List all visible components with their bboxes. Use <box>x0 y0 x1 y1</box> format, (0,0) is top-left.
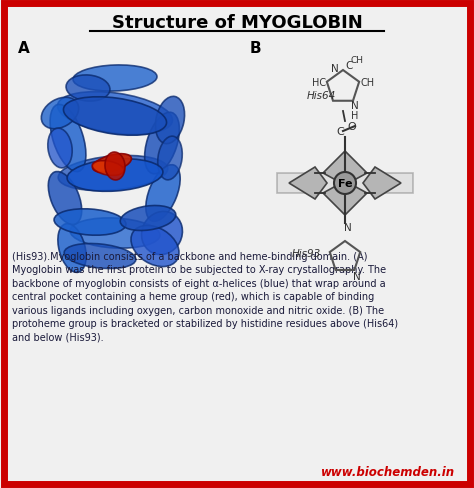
Text: N: N <box>331 64 339 74</box>
Text: backbone of myoglobin consists of eight α-helices (blue) that wrap around a: backbone of myoglobin consists of eight … <box>12 279 386 288</box>
Ellipse shape <box>58 224 86 273</box>
Ellipse shape <box>64 244 136 269</box>
Ellipse shape <box>92 154 131 173</box>
Ellipse shape <box>67 160 163 192</box>
Ellipse shape <box>142 212 182 255</box>
Text: B: B <box>250 41 262 56</box>
Text: His93: His93 <box>292 248 321 259</box>
Ellipse shape <box>145 113 179 174</box>
Ellipse shape <box>146 165 180 222</box>
Ellipse shape <box>155 97 184 144</box>
Ellipse shape <box>48 172 82 225</box>
Ellipse shape <box>41 98 79 129</box>
Text: and below (His93).: and below (His93). <box>12 332 104 342</box>
Ellipse shape <box>50 105 86 172</box>
Text: central pocket containing a heme group (red), which is capable of binding: central pocket containing a heme group (… <box>12 292 374 302</box>
Text: Fe: Fe <box>338 179 352 189</box>
Text: www.biochemden.in: www.biochemden.in <box>321 466 455 479</box>
Text: CH: CH <box>350 57 364 65</box>
Text: protoheme group is bracketed or stabilized by histidine residues above (His64): protoheme group is bracketed or stabiliz… <box>12 319 398 329</box>
Text: various ligands including oxygen, carbon monoxide and nitric oxide. (B) The: various ligands including oxygen, carbon… <box>12 305 384 315</box>
Ellipse shape <box>66 76 110 102</box>
Text: N: N <box>351 101 359 110</box>
Ellipse shape <box>48 129 72 168</box>
FancyBboxPatch shape <box>4 4 470 484</box>
Text: H: H <box>351 110 359 121</box>
Text: (His93).Myoglobin consists of a backbone and heme-binding domain. (A): (His93).Myoglobin consists of a backbone… <box>12 251 367 262</box>
Text: A: A <box>18 41 30 56</box>
Ellipse shape <box>105 153 125 181</box>
Polygon shape <box>323 152 367 185</box>
Text: CH: CH <box>360 78 374 87</box>
Text: N: N <box>353 271 360 282</box>
Ellipse shape <box>92 161 124 176</box>
Ellipse shape <box>70 219 160 249</box>
Polygon shape <box>289 168 327 200</box>
Text: Myoglobin was the first protein to be subjected to X-ray crystallography. The: Myoglobin was the first protein to be su… <box>12 265 386 275</box>
Ellipse shape <box>131 226 179 267</box>
Text: O: O <box>347 122 356 132</box>
Ellipse shape <box>64 98 166 136</box>
Polygon shape <box>363 168 401 200</box>
Circle shape <box>334 173 356 195</box>
Text: N: N <box>344 223 352 232</box>
Polygon shape <box>323 182 367 216</box>
Ellipse shape <box>57 92 173 135</box>
Ellipse shape <box>158 137 182 181</box>
Ellipse shape <box>58 156 168 191</box>
Text: C: C <box>346 61 353 71</box>
Text: Structure of MYOGLOBIN: Structure of MYOGLOBIN <box>111 14 363 32</box>
Ellipse shape <box>54 209 126 236</box>
Ellipse shape <box>120 206 176 231</box>
Text: His64: His64 <box>307 91 336 101</box>
Text: HC: HC <box>312 78 326 87</box>
Polygon shape <box>277 174 413 194</box>
Text: C: C <box>336 127 344 137</box>
Ellipse shape <box>73 66 157 92</box>
